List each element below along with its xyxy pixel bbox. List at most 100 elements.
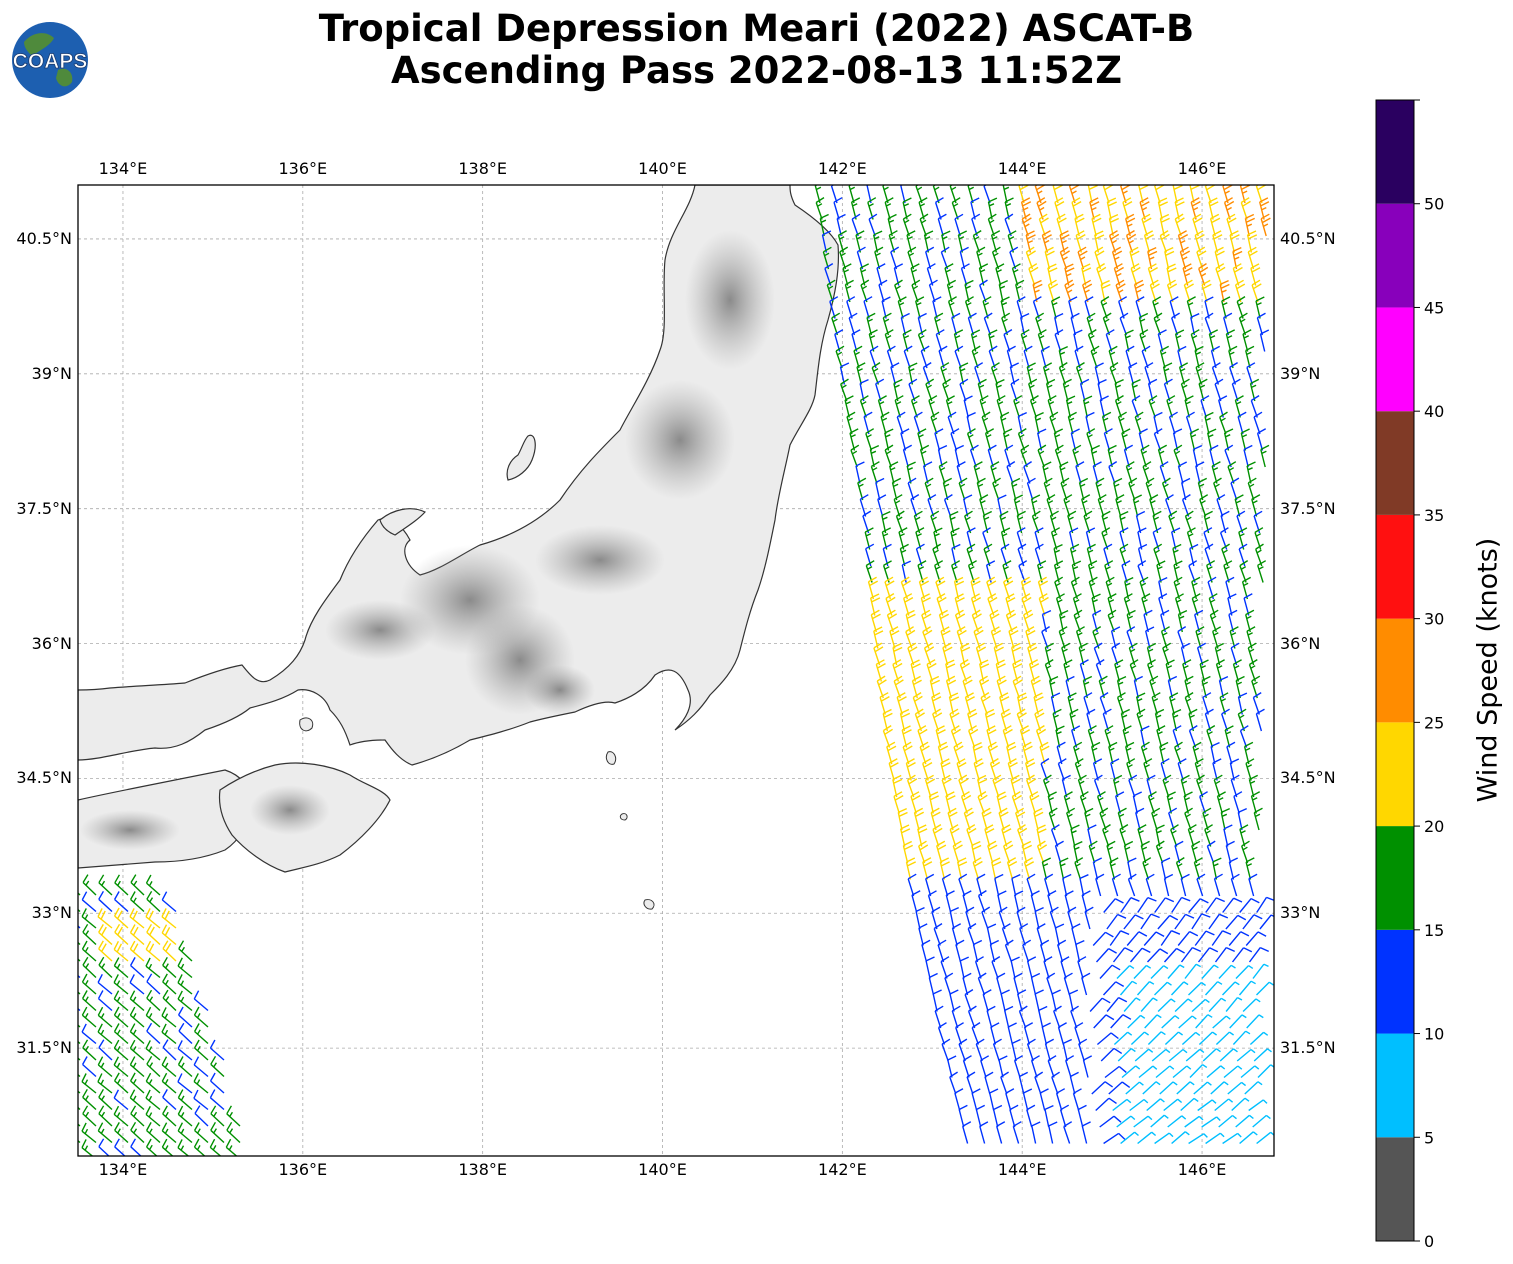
wind-barb	[1099, 1115, 1122, 1128]
wind-barb	[129, 1039, 145, 1061]
wind-barb	[1102, 312, 1112, 336]
wind-barb	[937, 1022, 947, 1045]
wind-barb	[1146, 774, 1156, 798]
wind-barb	[1172, 185, 1183, 204]
wind-barb	[1260, 444, 1270, 468]
wind-barb	[1160, 758, 1170, 781]
wind-barb	[942, 477, 953, 501]
wind-barb	[1122, 197, 1133, 220]
wind-barb	[1188, 1133, 1208, 1145]
wind-barb	[1227, 1081, 1247, 1095]
wind-barb	[877, 494, 887, 517]
wind-barb	[956, 461, 966, 484]
wind-barb	[1252, 963, 1269, 979]
lat-tick-label-left: 39°N	[31, 363, 72, 383]
wind-barb	[1038, 1005, 1048, 1029]
wind-barb	[1224, 444, 1234, 468]
wind-barb	[1104, 725, 1114, 748]
wind-barb	[966, 1071, 976, 1095]
wind-barb	[1184, 1115, 1204, 1128]
wind-barb	[1204, 312, 1214, 336]
wind-barb	[967, 923, 977, 946]
wind-barb	[1160, 930, 1181, 946]
wind-barb	[928, 791, 939, 814]
wind-barb	[938, 461, 948, 484]
wind-barb	[941, 774, 952, 798]
wind-barb	[995, 263, 1005, 286]
wind-barb	[1252, 1114, 1271, 1128]
wind-barb	[162, 973, 177, 995]
wind-barb	[980, 692, 991, 715]
wind-barb	[1184, 395, 1194, 418]
wind-barb	[891, 477, 902, 501]
wind-barb	[209, 1089, 225, 1111]
wind-barb	[1018, 1005, 1028, 1029]
colorbar-bin	[1376, 722, 1414, 827]
colorbar-bin	[1376, 203, 1414, 308]
wind-barb	[979, 494, 989, 517]
wind-barb	[1077, 1104, 1087, 1128]
wind-barb	[1127, 857, 1137, 880]
wind-barb	[1057, 939, 1067, 963]
wind-barb	[193, 1023, 209, 1045]
colorbar-tick-label: 40	[1424, 402, 1444, 421]
wind-barb	[1157, 329, 1167, 352]
wind-barb	[967, 560, 977, 583]
wind-barb	[81, 1006, 97, 1028]
wind-barb	[1136, 708, 1146, 732]
wind-barb	[1138, 428, 1148, 451]
wind-barb	[1201, 1116, 1221, 1128]
wind-barb	[1128, 362, 1138, 385]
wind-barb	[1004, 1005, 1014, 1029]
wind-barb	[1020, 329, 1030, 352]
wind-barb	[915, 296, 925, 319]
wind-barb	[975, 642, 987, 666]
wind-barb	[1025, 626, 1036, 649]
wind-barb	[997, 890, 1007, 913]
wind-barb	[1204, 981, 1223, 996]
wind-barb	[945, 395, 955, 418]
wind-barb	[940, 246, 950, 270]
wind-barb	[1113, 1031, 1133, 1046]
wind-barb	[1122, 725, 1132, 748]
wind-barb	[973, 461, 983, 484]
wind-barb	[976, 873, 986, 897]
wind-barb	[880, 411, 890, 435]
wind-barb	[130, 1138, 142, 1156]
wind-barb	[1196, 774, 1205, 798]
wind-barb	[1059, 857, 1069, 880]
wind-barb	[1227, 461, 1237, 484]
wind-barb	[945, 890, 955, 913]
wind-barb	[145, 1138, 158, 1156]
wind-barb	[928, 279, 938, 303]
wind-barb	[1101, 411, 1112, 435]
wind-barb	[967, 185, 975, 204]
wind-barb	[1174, 329, 1185, 352]
wind-barb	[1037, 329, 1047, 352]
wind-barb	[177, 957, 193, 979]
wind-barb	[1160, 857, 1171, 880]
map-frame	[77, 184, 1275, 1157]
colorbar-bin	[1376, 307, 1414, 412]
wind-barb	[1168, 1048, 1188, 1062]
wind-barb	[1125, 741, 1135, 765]
wind-barb	[1193, 857, 1203, 880]
wind-barb	[98, 1088, 113, 1111]
wind-barb	[1248, 1099, 1268, 1112]
wind-barb	[1030, 494, 1041, 517]
wind-barb	[1250, 791, 1261, 814]
wind-barb	[1214, 946, 1235, 963]
wind-barb	[1063, 494, 1073, 517]
wind-barb	[879, 692, 890, 715]
wind-barb	[1253, 1048, 1272, 1062]
wind-barb	[842, 263, 852, 286]
wind-barb	[1099, 395, 1109, 418]
wind-barb	[1070, 428, 1080, 451]
wind-barbs	[78, 185, 1274, 1156]
wind-barb	[1226, 213, 1237, 237]
wind-barb	[1082, 395, 1093, 418]
wind-barb	[1206, 840, 1216, 864]
wind-barb	[896, 692, 907, 715]
wind-barb	[979, 395, 989, 418]
wind-barb	[1143, 931, 1165, 946]
